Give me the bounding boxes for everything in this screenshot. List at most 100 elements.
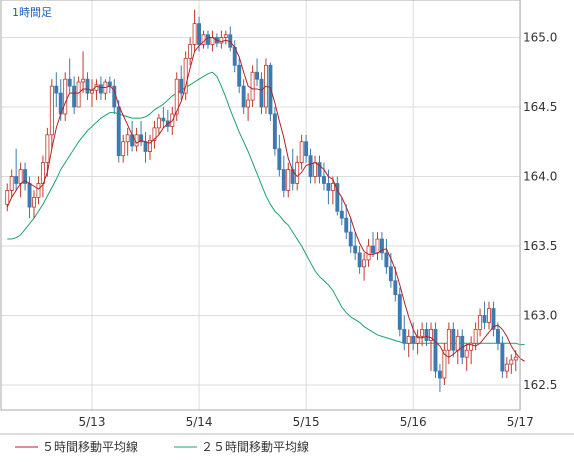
candle-body-down	[411, 335, 416, 344]
candle-body-down	[384, 252, 389, 268]
candle-body-down	[72, 85, 77, 108]
y-tick-label: 163.5	[523, 239, 557, 253]
candle-body-up	[223, 34, 228, 38]
candle-body-down	[353, 245, 358, 254]
candle-body-up	[32, 196, 36, 208]
candle-body-down	[344, 217, 349, 233]
x-axis-ticks: 5/13 5/14 5/15 5/16 5/17	[79, 415, 534, 429]
candle-body-up	[299, 141, 304, 164]
candle-body-up	[330, 183, 335, 191]
ma5-legend-label: ５時間移動平均線	[42, 439, 138, 454]
candle-body-up	[478, 315, 483, 330]
candle-body-down	[397, 294, 402, 330]
candle-body-down	[317, 162, 322, 177]
candle-body-up	[219, 37, 224, 44]
x-tick-label: 5/13	[79, 415, 106, 429]
candle-body-up	[125, 134, 130, 143]
candle-body-down	[277, 148, 282, 170]
candle-body-down	[259, 78, 264, 108]
candle-body-down	[393, 280, 398, 296]
candle-body-down	[348, 231, 353, 247]
y-tick-label: 164.0	[523, 170, 557, 184]
candle-body-up	[18, 169, 23, 184]
y-tick-label: 162.5	[523, 378, 557, 392]
candle-body-down	[197, 23, 202, 45]
candle-body-down	[67, 78, 72, 87]
candle-body-up	[152, 127, 157, 141]
candle-body-up	[446, 328, 451, 351]
candle-body-down	[304, 141, 309, 157]
candle-body-up	[286, 169, 291, 191]
candle-body-up	[76, 81, 81, 108]
candle-body-up	[81, 78, 86, 83]
candle-body-down	[339, 210, 344, 219]
candle-body-down	[424, 328, 429, 341]
candle-body-down	[241, 85, 246, 108]
candle-body-up	[487, 308, 491, 323]
candle-body-down	[335, 183, 340, 212]
candle-body-down	[371, 245, 375, 254]
candle-body-up	[509, 359, 514, 365]
candle-body-up	[36, 183, 41, 198]
candle-body-up	[375, 238, 380, 254]
candle-body-down	[54, 85, 59, 94]
timeframe-label: 1時間足	[12, 6, 52, 19]
candle-body-up	[313, 162, 317, 177]
candle-body-up	[49, 85, 54, 136]
candle-body-down	[500, 342, 505, 372]
candle-body-down	[179, 78, 184, 94]
candle-body-down	[433, 328, 438, 372]
candle-body-down	[321, 176, 326, 184]
candle-body-down	[357, 252, 362, 268]
candle-body-down	[143, 141, 148, 152]
ma5-series-path	[6, 37, 525, 362]
candle-body-up	[5, 190, 10, 205]
candle-body-down	[495, 328, 500, 344]
candle-body-down	[272, 113, 277, 150]
candle-body-up	[156, 117, 161, 129]
candle-body-down	[379, 238, 384, 254]
candle-body-down	[98, 84, 103, 94]
candle-body-up	[362, 259, 367, 268]
candle-body-up	[513, 356, 518, 361]
candle-body-up	[455, 335, 460, 351]
candle-body-down	[27, 183, 32, 208]
candle-body-up	[174, 78, 179, 115]
candle-body-up	[366, 245, 371, 261]
plot-frame	[0, 0, 521, 411]
candle-body-up	[420, 328, 425, 337]
candle-body-up	[464, 349, 469, 358]
candle-body-up	[473, 328, 478, 344]
candle-body-up	[246, 99, 251, 108]
legend: ５時間移動平均線 ２５時間移動平均線	[15, 439, 309, 454]
x-tick-label: 5/15	[293, 415, 320, 429]
candle-body-up	[121, 141, 126, 157]
candle-body-down	[161, 117, 166, 122]
candle-body-up	[415, 335, 420, 344]
ma25-line	[7, 71, 525, 346]
candle-body-up	[9, 176, 14, 191]
candle-body-up	[295, 162, 300, 184]
candle-body-up	[183, 57, 188, 94]
y-axis-ticks: 162.5 163.0 163.5 164.0 164.5 165.0	[523, 31, 557, 392]
candle-body-up	[504, 363, 509, 372]
ma5-line	[6, 37, 525, 362]
candle-body-down	[281, 169, 286, 191]
candle-body-up	[45, 134, 50, 164]
ma25-legend-label: ２５時間移動平均線	[201, 439, 309, 454]
candle-body-down	[14, 176, 19, 184]
candle-body-down	[139, 134, 144, 143]
x-tick-label: 5/14	[186, 415, 213, 429]
candle-body-down	[255, 71, 260, 80]
candle-body-down	[482, 315, 487, 323]
candle-body-down	[237, 64, 242, 87]
candle-body-down	[308, 155, 313, 177]
candle-body-down	[206, 34, 210, 45]
candle-body-up	[148, 139, 152, 152]
candle-body-down	[402, 328, 407, 344]
candle-body-up	[469, 342, 474, 351]
candle-body-down	[451, 328, 456, 351]
y-tick-label: 165.0	[523, 31, 557, 45]
